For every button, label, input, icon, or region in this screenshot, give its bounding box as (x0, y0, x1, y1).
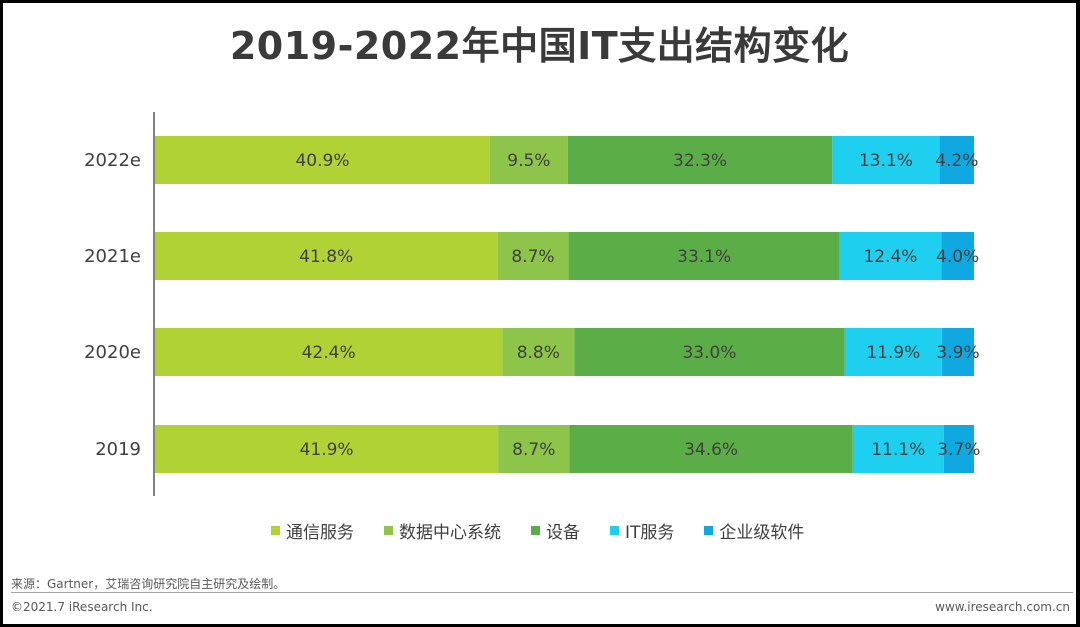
data-label: 41.8% (299, 247, 353, 267)
bar-segment (489, 136, 568, 184)
data-label: 41.9% (300, 440, 354, 460)
website-text: www.iresearch.com.cn (935, 600, 1070, 614)
chart-title: 2019-2022年中国IT支出结构变化 (229, 24, 850, 68)
legend-label: 数据中心系统 (399, 523, 501, 543)
bar-segment (943, 425, 974, 473)
data-label: 8.8% (517, 343, 560, 363)
bar-segment (155, 136, 490, 184)
legend-item: IT服务 (610, 518, 674, 543)
bar-segment (155, 232, 498, 280)
bar-segment (155, 328, 503, 376)
bar-segment (567, 136, 833, 184)
data-label: 33.1% (677, 247, 731, 267)
bar-segment (839, 232, 942, 280)
data-label: 32.3% (673, 151, 727, 171)
data-label: 3.9% (936, 343, 979, 363)
category-tick-label: 2019 (95, 439, 141, 460)
data-label: 42.4% (302, 343, 356, 363)
bar-segment (502, 328, 575, 376)
data-label: 8.7% (511, 247, 554, 267)
data-label: 4.2% (935, 151, 978, 171)
bar-segment (498, 425, 570, 473)
legend-item: 通信服务 (271, 518, 354, 543)
legend-swatch (704, 526, 714, 535)
data-label: 13.1% (859, 151, 913, 171)
bar-segment (844, 328, 943, 376)
bar-segment (852, 425, 944, 473)
data-label: 8.7% (512, 440, 555, 460)
category-tick-label: 2022e (84, 150, 141, 171)
data-label: 9.5% (507, 151, 550, 171)
bar-segment (939, 136, 974, 184)
legend-swatch (271, 526, 280, 535)
bar-segment (155, 425, 499, 473)
bar-segment (832, 136, 940, 184)
data-label: 11.1% (871, 440, 925, 460)
footer-divider (11, 592, 1073, 593)
legend-swatch (531, 526, 540, 535)
legend-swatch (384, 526, 393, 535)
data-label: 40.9% (295, 151, 349, 171)
data-label: 34.6% (684, 440, 738, 460)
bar-segment (574, 328, 845, 376)
legend-swatch (610, 526, 619, 535)
copyright-text: ©2021.7 iResearch Inc. (11, 600, 153, 614)
legend-label: IT服务 (625, 523, 675, 543)
chart-canvas: 2019-2022年中国IT支出结构变化 2022e 40.9% 9.5% 32.3%… (3, 3, 1076, 624)
source-note: 来源：Gartner，艾瑞咨询研究院自主研究及绘制。 (11, 577, 286, 591)
stacked-bar-chart: 2022e 40.9% 9.5% 32.3% 13.1% 4.2% 2021e 41.8% 8.… (84, 112, 980, 496)
data-label: 4.0% (936, 247, 979, 267)
bar-segment (497, 232, 569, 280)
category-tick-label: 2020e (84, 342, 141, 363)
legend-item: 数据中心系统 (384, 518, 501, 543)
chart-legend: 通信服务 数据中心系统 设备 IT服务 企业级软件 (271, 518, 804, 543)
legend-label: 设备 (546, 523, 580, 543)
data-label: 3.7% (937, 440, 980, 460)
legend-item: 设备 (531, 518, 580, 543)
data-label: 11.9% (866, 343, 920, 363)
category-tick-label: 2021e (84, 246, 141, 267)
bar-segment (942, 328, 974, 376)
bar-segment (941, 232, 974, 280)
data-label: 33.0% (682, 343, 736, 363)
data-label: 12.4% (863, 247, 917, 267)
legend-label: 通信服务 (286, 523, 354, 543)
legend-item: 企业级软件 (704, 518, 804, 543)
bar-segment (569, 425, 853, 473)
bar-segment (568, 232, 840, 280)
legend-label: 企业级软件 (719, 523, 805, 543)
